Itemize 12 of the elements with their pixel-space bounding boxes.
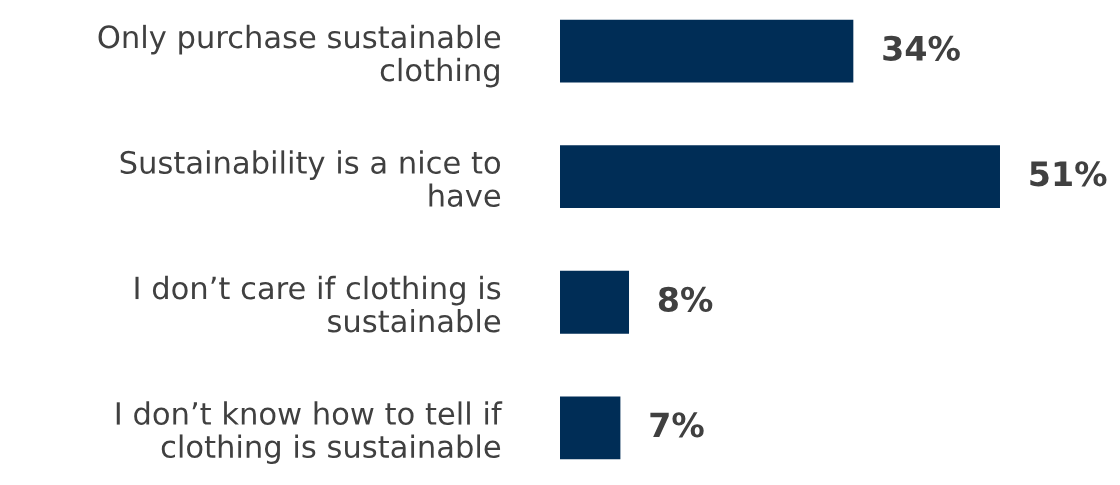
bar: [560, 396, 621, 460]
y-tick-label: Sustainability is a nice to have: [120, 150, 501, 208]
bar: [560, 19, 854, 83]
y-tick-label: I don’t know how to tell if clothing is sustainable: [116, 401, 503, 464]
y-tick-label: I don’t care if clothing is sustainable: [135, 275, 501, 333]
bar: [560, 270, 630, 334]
y-tick-label: Only purchase sustainable clothing: [98, 24, 501, 88]
data-label: 7%: [650, 412, 704, 438]
data-label: 34%: [883, 35, 960, 61]
bar: [560, 145, 1000, 209]
data-label: 8%: [658, 286, 713, 312]
data-label: 51%: [1030, 161, 1107, 187]
